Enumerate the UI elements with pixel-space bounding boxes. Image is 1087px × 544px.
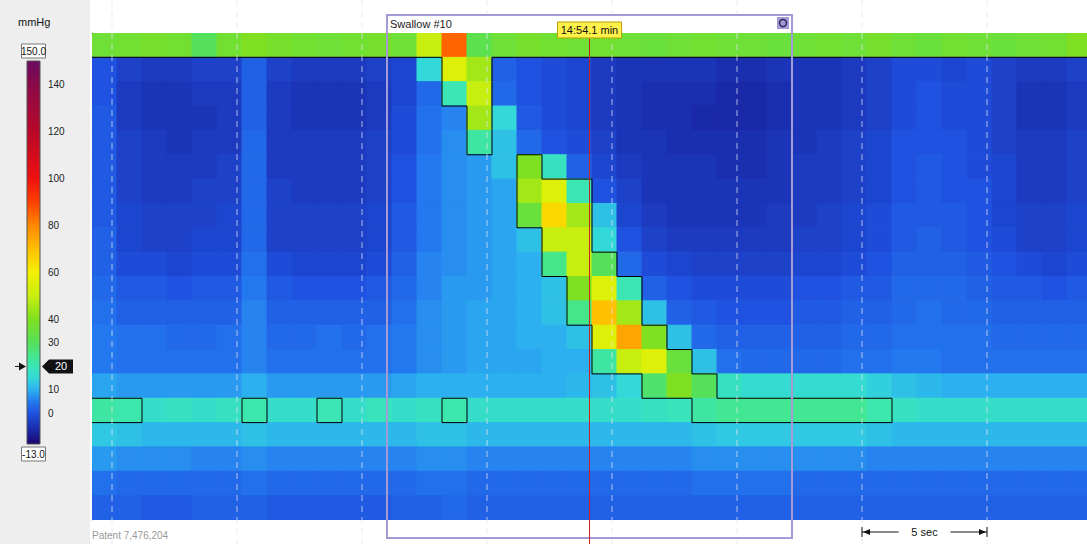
svg-text:-13.0: -13.0: [22, 449, 45, 460]
svg-text:100: 100: [48, 173, 65, 184]
svg-text:14:54.1 min: 14:54.1 min: [561, 24, 618, 36]
svg-text:150.0: 150.0: [21, 46, 46, 57]
svg-text:10: 10: [48, 384, 60, 395]
svg-text:60: 60: [48, 267, 60, 278]
svg-text:120: 120: [48, 126, 65, 137]
svg-text:Swallow #10: Swallow #10: [390, 18, 452, 30]
svg-text:0: 0: [48, 408, 54, 419]
svg-text:5 sec: 5 sec: [911, 526, 938, 538]
svg-text:40: 40: [48, 314, 60, 325]
svg-text:140: 140: [48, 79, 65, 90]
svg-text:Patent 7,476,204: Patent 7,476,204: [92, 530, 169, 541]
svg-text:mmHg: mmHg: [18, 16, 50, 28]
svg-text:30: 30: [48, 337, 60, 348]
svg-text:80: 80: [48, 220, 60, 231]
svg-text:20: 20: [55, 360, 67, 372]
